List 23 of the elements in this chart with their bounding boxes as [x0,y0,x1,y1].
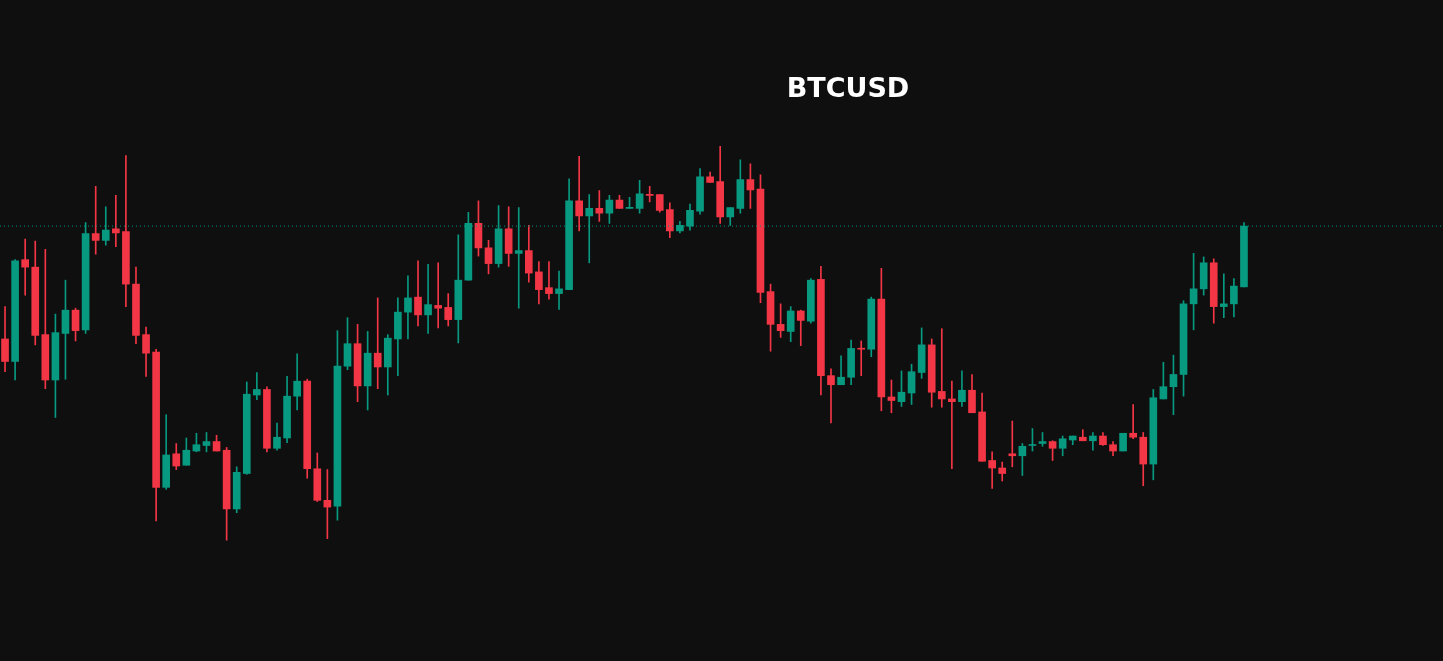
candlestick [253,372,261,401]
candlestick [595,190,604,222]
candlestick [948,380,956,470]
candlestick [575,155,583,232]
candlestick [404,275,412,340]
candlestick [1008,420,1017,468]
chart-title: BTCUSD [785,72,911,103]
candlestick [434,262,442,329]
candlestick [91,185,100,255]
candlestick [21,238,30,296]
candlestick [555,270,563,310]
candlestick [857,340,866,376]
candlestick [827,368,835,424]
candlestick [112,195,120,247]
candlestick [1129,404,1137,440]
candlestick [988,451,996,489]
candlestick [1219,273,1228,318]
candlestick [937,328,946,408]
candlestick [645,185,654,203]
candlestick [373,297,382,390]
candlestick [424,264,432,334]
candlestick [545,261,553,300]
candlestick [1089,432,1097,451]
